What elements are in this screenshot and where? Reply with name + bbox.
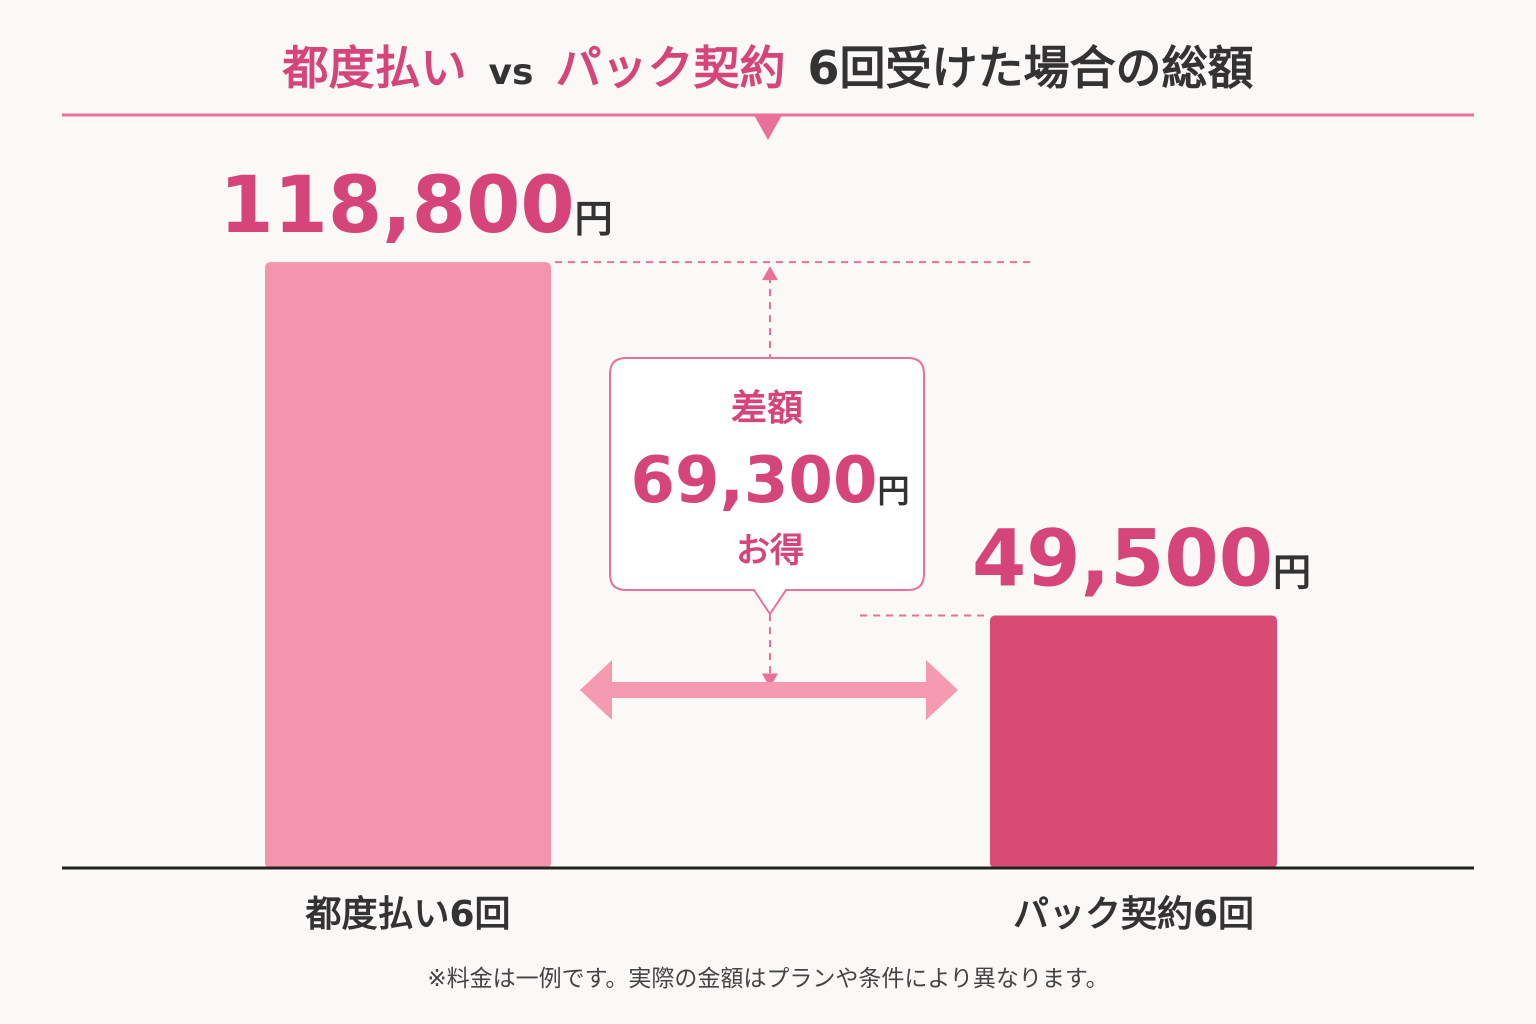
x-tick-label: 都度払い6回 — [304, 894, 510, 935]
double-arrow — [580, 660, 958, 720]
value-unit: 円 — [575, 197, 613, 241]
value-number: 49,500 — [972, 515, 1273, 605]
chart-title: 都度払い vs パック契約 6回受けた場合の総額 — [282, 41, 1254, 95]
difference-label: 69,300円 — [631, 444, 910, 518]
arrow-head — [762, 266, 778, 281]
difference-heading: 差額 — [731, 388, 803, 429]
difference-number: 69,300 — [631, 444, 878, 518]
x-tick-label: パック契約6回 — [1013, 894, 1254, 935]
title-part: 都度払い — [282, 41, 467, 95]
callout-box — [609, 357, 925, 616]
title-part: パック契約 — [555, 41, 785, 95]
title-pointer — [754, 115, 782, 140]
value-number: 118,800 — [219, 161, 574, 251]
difference-unit: 円 — [877, 472, 909, 510]
footnote: ※料金は一例です。実際の金額はプランや条件により異なります。 — [427, 966, 1108, 992]
arrow-head — [762, 673, 778, 688]
bar — [265, 262, 551, 868]
bar — [990, 615, 1277, 868]
title-part: 6回受けた場合の総額 — [807, 41, 1253, 95]
value-unit: 円 — [1273, 551, 1311, 595]
difference-suffix: お得 — [736, 531, 804, 571]
title-part: vs — [489, 52, 534, 93]
value-label: 118,800円 — [219, 161, 612, 251]
value-label: 49,500円 — [972, 515, 1311, 605]
